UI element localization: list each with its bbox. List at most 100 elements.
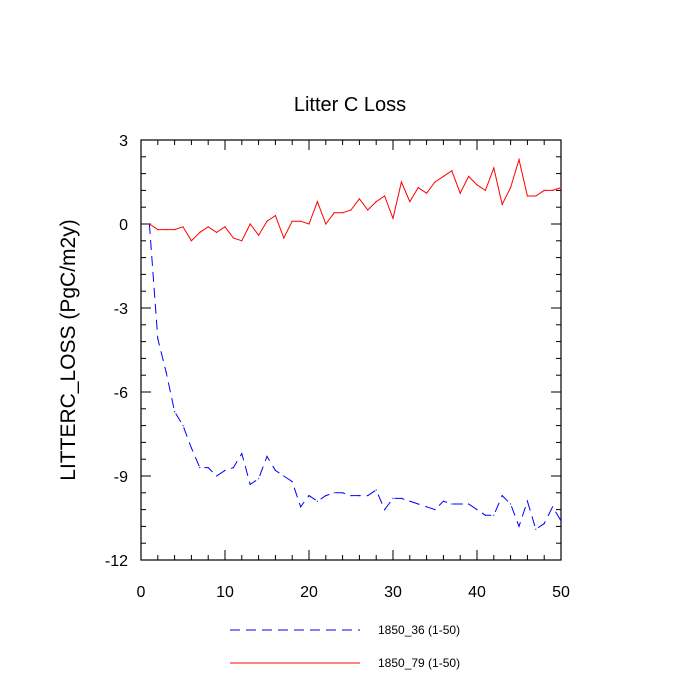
series-1-point bbox=[316, 201, 318, 203]
series-1-point bbox=[543, 189, 545, 191]
y-tick-label: 0 bbox=[119, 217, 128, 234]
series-1-point bbox=[308, 223, 310, 225]
series-0-point bbox=[316, 500, 318, 502]
series-1-point bbox=[384, 195, 386, 197]
axis-ticks bbox=[140, 139, 562, 561]
series-1-point bbox=[325, 223, 327, 225]
y-tick-label: -3 bbox=[114, 301, 128, 318]
series-1-point bbox=[274, 215, 276, 217]
plot-frame bbox=[140, 139, 562, 561]
series-1-point bbox=[157, 229, 159, 231]
chart-title: Litter C Loss bbox=[294, 94, 406, 116]
series-1-point bbox=[400, 181, 402, 183]
series-1-point bbox=[484, 189, 486, 191]
legend: 1850_36 (1-50) 1850_79 (1-50) bbox=[230, 623, 460, 670]
series-0-point bbox=[543, 523, 545, 525]
series-0-point bbox=[350, 495, 352, 497]
series-1-point bbox=[434, 181, 436, 183]
series-0-point bbox=[165, 371, 167, 373]
series-1-point bbox=[468, 175, 470, 177]
series-1-point bbox=[552, 189, 554, 191]
series-1-point bbox=[216, 231, 218, 233]
series-0-point bbox=[300, 506, 302, 508]
series-1-point bbox=[518, 159, 520, 161]
x-tick-label: 20 bbox=[300, 584, 318, 601]
series-0-point bbox=[493, 514, 495, 516]
series-1-point bbox=[182, 226, 184, 228]
series-1-point bbox=[342, 212, 344, 214]
series-1-point bbox=[224, 226, 226, 228]
x-tick-label: 0 bbox=[137, 584, 146, 601]
series-1-point bbox=[190, 240, 192, 242]
series-1-point bbox=[241, 240, 243, 242]
series-0-point bbox=[426, 506, 428, 508]
series-0-point bbox=[232, 467, 234, 469]
series-1-point bbox=[258, 234, 260, 236]
series-0-point bbox=[342, 492, 344, 494]
series-1-point bbox=[375, 201, 377, 203]
series-1-point bbox=[426, 192, 428, 194]
series-0-point bbox=[476, 509, 478, 511]
series-0-point bbox=[174, 411, 176, 413]
series-0-point bbox=[224, 469, 226, 471]
series-0-point bbox=[199, 467, 201, 469]
series-0-point bbox=[241, 453, 243, 455]
series-1-point bbox=[266, 220, 268, 222]
series-0-point bbox=[367, 495, 369, 497]
series-1-point bbox=[232, 237, 234, 239]
series-1-point bbox=[249, 223, 251, 225]
series-1-point bbox=[148, 223, 150, 225]
series-0-point bbox=[375, 489, 377, 491]
series-1-point bbox=[459, 192, 461, 194]
series-0-point bbox=[249, 483, 251, 485]
series-0-point bbox=[484, 514, 486, 516]
series-0-point bbox=[291, 481, 293, 483]
series-1-point bbox=[392, 217, 394, 219]
series-0-point bbox=[560, 520, 562, 522]
series-0-point bbox=[333, 492, 335, 494]
series-0-point bbox=[510, 503, 512, 505]
series-0-point bbox=[274, 469, 276, 471]
series-1-point bbox=[358, 198, 360, 200]
series-1-point bbox=[501, 203, 503, 205]
series-1-point bbox=[451, 170, 453, 172]
series-0-point bbox=[190, 447, 192, 449]
series-line-0 bbox=[148, 223, 562, 530]
series-1-point bbox=[333, 212, 335, 214]
x-tick-label: 40 bbox=[468, 584, 486, 601]
series-1-point bbox=[535, 195, 537, 197]
series-1-point bbox=[165, 229, 167, 231]
series-0-point bbox=[207, 467, 209, 469]
series-0-point bbox=[266, 455, 268, 457]
series-1-point bbox=[493, 167, 495, 169]
series-0-point bbox=[392, 497, 394, 499]
series-0-point bbox=[468, 503, 470, 505]
series-1-point bbox=[510, 187, 512, 189]
series-1-point bbox=[350, 209, 352, 211]
series-0-point bbox=[434, 509, 436, 511]
series-0-point bbox=[400, 497, 402, 499]
series-0-point bbox=[442, 500, 444, 502]
series-0-point bbox=[157, 338, 159, 340]
series-1-point bbox=[367, 209, 369, 211]
series-0-point bbox=[451, 503, 453, 505]
series-1-point bbox=[174, 229, 176, 231]
series-1-point bbox=[291, 220, 293, 222]
y-tick-label: -6 bbox=[114, 385, 128, 402]
series-layer bbox=[148, 157, 562, 530]
series-1-point bbox=[207, 226, 209, 228]
series-1-point bbox=[526, 195, 529, 197]
y-tick-label: -12 bbox=[105, 553, 128, 570]
series-0-point bbox=[535, 528, 537, 530]
series-1-point bbox=[300, 220, 302, 222]
series-0-point bbox=[308, 495, 310, 497]
x-tick-label: 10 bbox=[216, 584, 234, 601]
series-1-point bbox=[442, 175, 444, 177]
series-0-point bbox=[526, 500, 529, 502]
series-1-point bbox=[560, 187, 562, 189]
series-0-point bbox=[384, 509, 386, 511]
y-tick-label: 3 bbox=[119, 133, 128, 150]
y-tick-label: -9 bbox=[114, 469, 128, 486]
